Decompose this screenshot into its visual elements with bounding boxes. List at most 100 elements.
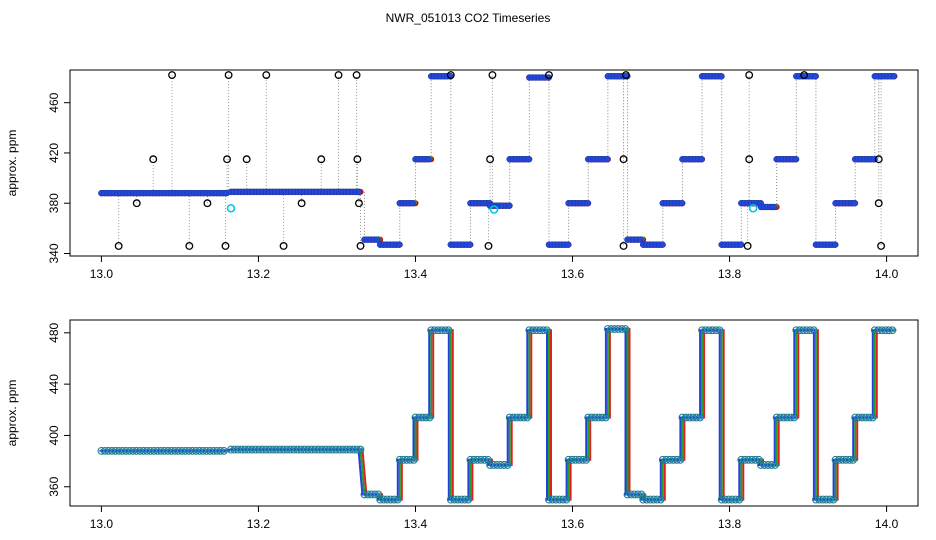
outlier-point [545,71,553,79]
data-point-inner [467,497,472,502]
data-point [598,413,607,422]
outlier-point [242,155,251,164]
data-point-inner [624,326,629,331]
data-point [564,241,572,248]
data-point [851,199,859,207]
data-point [396,241,403,248]
data-point [539,326,548,335]
data-point [578,455,587,464]
data-point-inner [604,415,609,420]
data-point [849,455,857,464]
outlier-point [745,155,754,164]
data-point [786,413,795,422]
data-point [634,490,642,499]
data-point [890,73,898,80]
y-tick-label: 460 [47,92,61,112]
data-point [353,445,361,454]
x-tick-label: 13.2 [247,517,271,531]
y-axis-label: approx. ppm [5,130,19,197]
figure-title: NWR_051013 CO2 Timeseries [386,11,551,25]
bottom-panel: 13.0 13.2 13.4 13.6 13.8 14.0 360 400 440 480 appr… [5,319,919,531]
data-point [559,495,567,504]
data-point [621,325,630,333]
data-point [584,199,592,207]
data-point [216,446,225,455]
data-point-inner [832,497,837,502]
data-point [406,455,415,464]
data-point-inner [871,415,876,420]
outlier-point [317,155,326,164]
data-point [715,326,724,335]
data-point [409,199,416,207]
outlier-point [446,71,455,79]
data-point [829,495,838,504]
data-point-inner [812,328,817,333]
data-point [601,413,610,422]
data-point [656,495,665,504]
data-point [542,326,551,335]
data-point [659,241,666,248]
data-point-inner [412,457,417,462]
x-tick-label: 14.0 [875,267,899,281]
outlier-point [203,199,212,208]
data-point [409,455,418,464]
data-point [696,413,704,422]
data-point [653,495,662,504]
data-point [390,495,399,504]
data-point [604,155,611,163]
data-point [637,490,646,499]
outlier-point [132,199,141,208]
data-point-inner [506,462,511,467]
data-point [678,199,686,207]
data-point [355,188,363,196]
outlier-point [149,155,158,164]
data-point-inner [773,462,778,467]
x-tick-label: 13.8 [718,517,742,531]
outlier-point [334,71,343,79]
data-point [519,413,528,422]
data-point-inner [447,328,452,333]
data-point-inner [585,457,590,462]
outlier-point [621,71,630,79]
data-point [373,236,381,243]
cyan-point [489,205,499,214]
outlier-point [486,155,495,164]
outlier-point [354,199,363,208]
data-point [831,241,839,248]
data-point [812,73,819,80]
outlier-point [745,71,754,79]
data-point [845,455,854,464]
data-point [712,326,720,335]
y-tick-label: 400 [47,425,61,445]
data-area [98,71,898,250]
outlier-point [619,155,628,164]
data-point [425,413,434,422]
data-point-inner [428,415,433,420]
data-point [506,202,513,209]
data-point [868,413,877,422]
data-point [692,413,701,422]
outlier-point [262,71,271,79]
data-point [503,461,512,469]
outlier-point [279,241,288,250]
data-point [464,495,473,504]
outlier-point [800,71,809,79]
data-point-inner [793,415,798,420]
data-point [444,326,453,335]
data-point [809,326,818,335]
data-point [637,236,644,243]
data-point-inner [738,497,743,502]
outlier-point [168,71,177,79]
data-point [460,495,469,504]
data-point [425,155,432,163]
data-point [792,155,800,163]
y-tick-label: 420 [47,143,61,163]
data-point [617,325,626,333]
data-point [888,326,897,335]
outlier-point [874,199,883,208]
y-tick-label: 360 [47,476,61,496]
outlier-point [488,71,497,79]
y-tick-label: 340 [47,243,61,263]
y-tick-label: 480 [47,322,61,342]
top-panel: 13.0 13.2 13.4 13.6 13.8 14.0 340 380 420 460 appr… [5,69,919,281]
